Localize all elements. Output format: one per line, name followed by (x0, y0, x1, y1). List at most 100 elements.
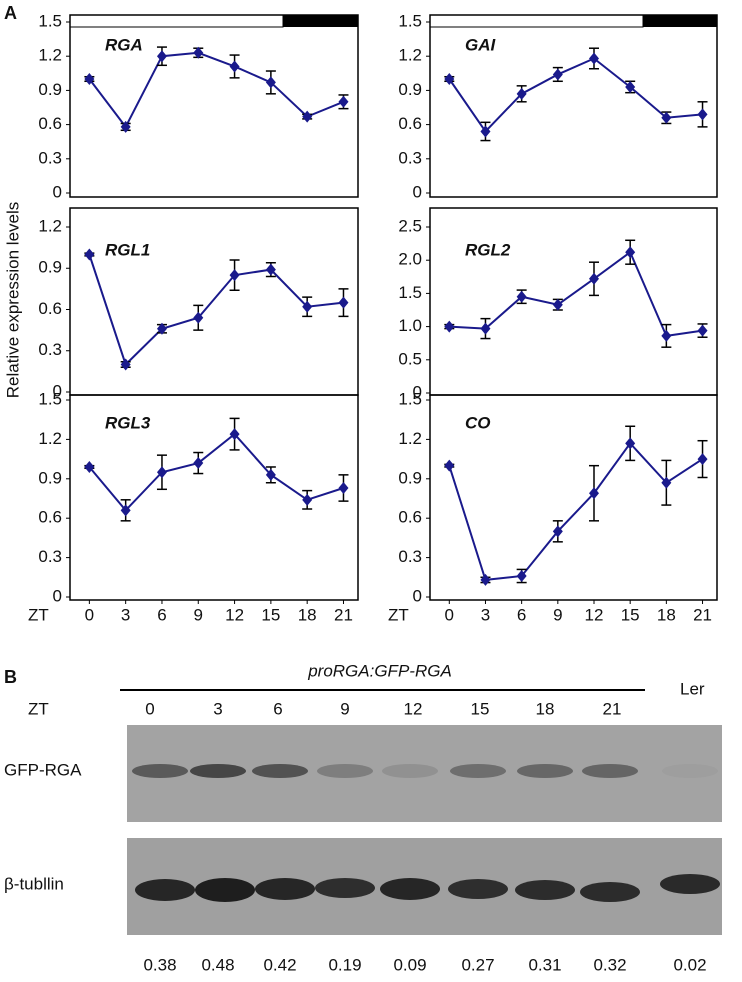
gfp-band (132, 764, 188, 778)
point (444, 320, 455, 333)
tubulin-bands (135, 874, 720, 902)
point (265, 468, 276, 481)
x-tick-label: 3 (121, 605, 130, 624)
x-tick-label: 21 (693, 605, 712, 624)
point (444, 73, 455, 85)
y-tick-label: 0.3 (398, 148, 422, 167)
y-tick-label: 1.2 (38, 46, 62, 65)
x-tick-label: 18 (298, 605, 317, 624)
gfp-band (450, 764, 506, 778)
point (552, 68, 563, 81)
point (625, 246, 636, 259)
chart-title: RGA (105, 35, 143, 54)
chart-title: RGL2 (465, 240, 511, 259)
y-tick-label: 0.9 (38, 468, 62, 487)
chart-title: RGL1 (105, 240, 150, 259)
x-tick-label: 6 (517, 605, 526, 624)
band (255, 878, 315, 900)
lane-label: 9 (340, 699, 349, 718)
point (338, 481, 349, 494)
plot-frame (69, 394, 359, 601)
point (516, 290, 527, 303)
y-tick-label: 1.5 (398, 283, 422, 302)
point (120, 120, 131, 133)
y-tick-label: 2.0 (398, 250, 422, 269)
gfp-band (317, 764, 373, 778)
y-tick-label: 1.5 (398, 389, 422, 408)
y-tick-label: 1.2 (38, 429, 62, 448)
point (302, 110, 313, 123)
point (156, 466, 167, 479)
construct-label: proRGA:GFP-RGA (307, 661, 452, 680)
gfp-band (582, 764, 638, 778)
y-tick-label: 1.2 (398, 46, 422, 65)
y-tick-label: 0.6 (398, 114, 422, 133)
quantification-label: 0.09 (393, 955, 426, 974)
point (697, 324, 708, 337)
point (302, 493, 313, 506)
y-tick-label: 2.5 (398, 216, 422, 235)
point (552, 525, 563, 538)
point (265, 76, 276, 89)
x-tick-label: 12 (585, 605, 604, 624)
light-period (69, 14, 284, 28)
band (315, 878, 375, 898)
point (302, 300, 313, 313)
point (338, 296, 349, 309)
point (265, 263, 276, 276)
point (625, 80, 636, 93)
point (444, 459, 455, 472)
dark-period (643, 15, 717, 27)
band (448, 879, 508, 899)
plot-frame (429, 394, 718, 601)
y-tick-label: 0.6 (398, 508, 422, 527)
y-tick-label: 1.0 (398, 316, 422, 335)
gfp-band (190, 764, 246, 778)
point (84, 248, 95, 261)
y-axis-label: Relative expression levels (3, 202, 22, 399)
gfp-band (517, 764, 573, 778)
series-line (448, 441, 704, 582)
point (229, 428, 240, 441)
y-tick-label: 0.6 (38, 508, 62, 527)
point (338, 95, 349, 108)
y-tick-label: 1.5 (38, 389, 62, 408)
x-tick-label: 0 (85, 605, 94, 624)
lane-label: 3 (213, 699, 222, 718)
x-tick-label: 6 (157, 605, 166, 624)
lane-label: 0 (145, 699, 154, 718)
y-tick-label: 0.9 (38, 80, 62, 99)
y-tick-label: 0 (413, 182, 422, 201)
quantification-label: 0.48 (201, 955, 234, 974)
point (120, 358, 131, 371)
quantification-label: 0.19 (328, 955, 361, 974)
chart-title: GAI (465, 35, 497, 54)
y-tick-label: 0 (413, 586, 422, 605)
x-tick-label: 3 (481, 605, 490, 624)
point (697, 453, 708, 466)
point (193, 457, 204, 470)
point (589, 52, 599, 65)
series-line (449, 250, 703, 337)
x-axis-label: ZT (28, 605, 49, 624)
series-line (88, 51, 344, 129)
panel-label: B (4, 667, 17, 687)
point (480, 322, 491, 335)
point (229, 60, 240, 73)
point (661, 111, 672, 124)
point (589, 272, 599, 285)
lane-label: 18 (536, 699, 555, 718)
x-tick-label: 9 (194, 605, 203, 624)
series-line (88, 254, 344, 367)
point (516, 569, 527, 582)
y-tick-label: 0.3 (398, 547, 422, 566)
plot-frame (429, 14, 718, 198)
x-tick-label: 9 (553, 605, 562, 624)
y-tick-label: 0.6 (38, 299, 62, 318)
x-tick-label: 21 (334, 605, 353, 624)
control-label: Ler (680, 679, 705, 698)
point (625, 437, 636, 450)
point (229, 269, 240, 282)
point (661, 476, 672, 489)
blot-row-label: GFP-RGA (4, 760, 82, 779)
